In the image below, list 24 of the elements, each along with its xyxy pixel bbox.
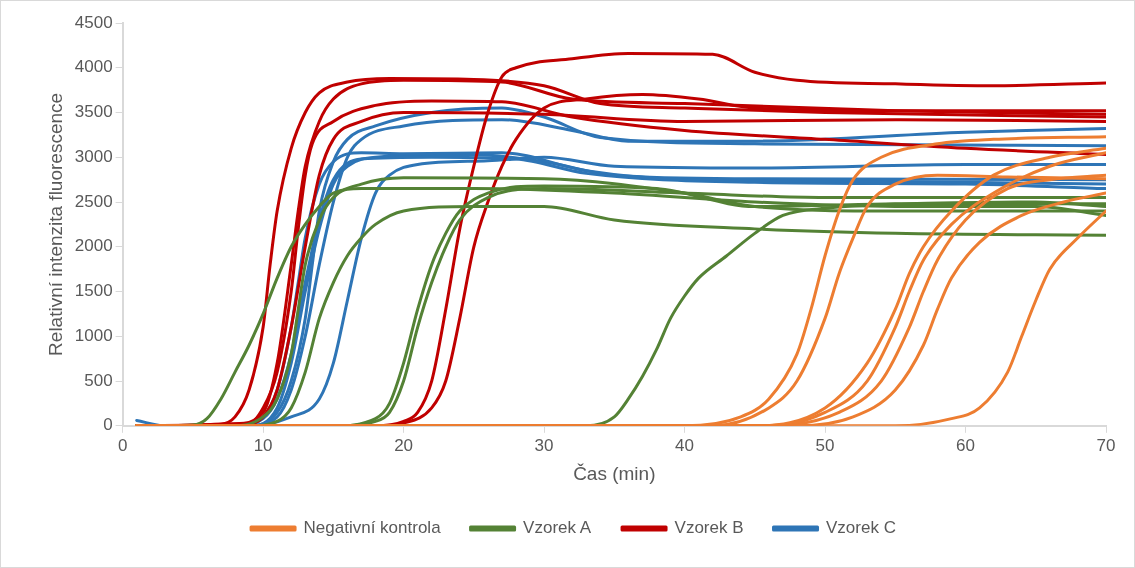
y-tick-label: 1500 [74,281,113,301]
legend-label: Negativní kontrola [303,518,442,538]
y-tick-label: 1000 [74,325,113,345]
y-tick-label: 4500 [74,12,113,32]
x-axis-title: Čas (min) [573,462,656,484]
x-tick-label: 30 [534,435,554,455]
x-tick-label: 40 [675,435,695,455]
y-axis-title: Relativní intenzita fluorescence [44,92,66,356]
y-tick-label: 2000 [74,236,113,256]
legend-label: Vzorek C [826,518,896,538]
y-tick-label: 3500 [74,102,113,122]
x-tick-label: 20 [394,435,414,455]
x-tick-label: 0 [117,435,128,455]
y-tick-label: 0 [103,415,113,435]
x-tick-label: 10 [253,435,273,455]
x-tick-label: 70 [1096,435,1116,455]
y-tick-label: 500 [84,370,113,390]
y-tick-label: 4000 [74,57,113,77]
y-tick-label: 2500 [74,191,113,211]
x-tick-label: 50 [815,435,835,455]
legend-label: Vzorek B [674,518,744,538]
x-tick-label: 60 [956,435,975,455]
y-tick-label: 3000 [74,146,113,166]
legend-label: Vzorek A [523,518,592,538]
